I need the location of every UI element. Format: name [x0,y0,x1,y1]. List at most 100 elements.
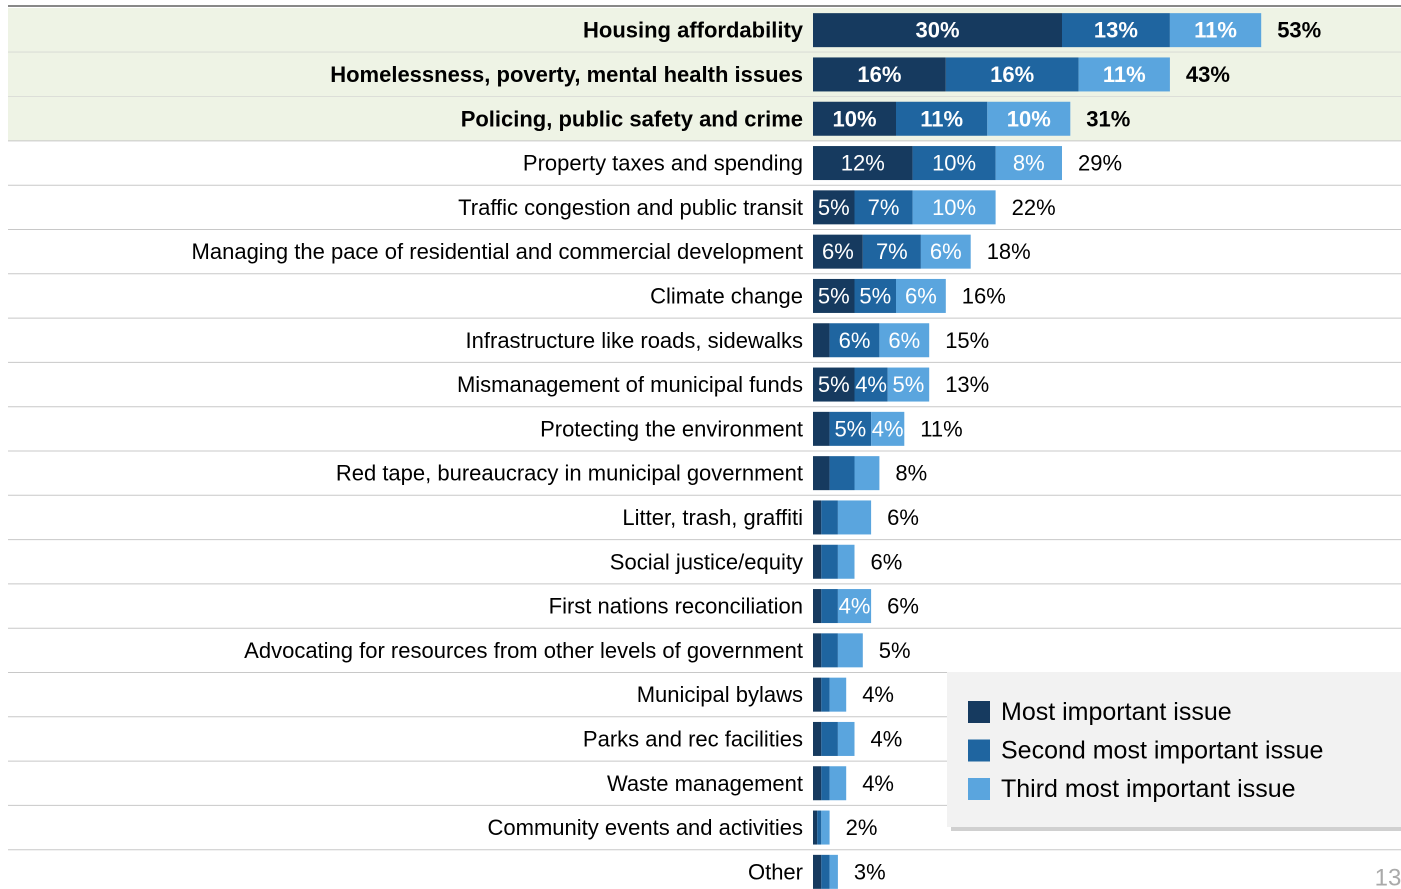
segment-label: 12% [841,151,885,176]
total-label: 5% [879,638,911,663]
bar-segment [837,633,863,668]
category-label: Municipal bylaws [637,682,803,707]
bar-segment [912,190,996,225]
category-label: Advocating for resources from other leve… [244,638,803,663]
bar-segment [871,411,905,446]
segment-label: 6% [839,328,871,353]
row-highlight [8,96,1401,141]
segment-label: 11% [1103,62,1146,87]
bar-segment [854,456,880,491]
segment-label: 10% [932,195,976,220]
bar-segment [813,190,855,225]
segment-label: 7% [876,239,908,264]
bar-segment [879,323,930,358]
category-label: Other [748,859,803,884]
segment-label: 7% [868,195,900,220]
category-label: Parks and rec facilities [583,726,803,751]
bar-segment [813,234,863,269]
bar-segment [821,810,830,845]
bar-segment [813,854,822,889]
category-label: Protecting the environment [540,416,803,441]
total-label: 2% [846,815,878,840]
bar-segment [829,766,847,801]
bar-segment [813,13,1062,48]
bar-segment [821,677,830,712]
bar-segment [854,190,913,225]
total-label: 29% [1078,151,1122,176]
legend-swatch [968,739,990,762]
total-label: 11% [920,416,962,441]
total-label: 6% [887,594,919,619]
total-label: 16% [962,283,1006,308]
segment-label: 30% [915,18,959,43]
bar-segment [829,323,880,358]
total-label: 22% [1012,195,1056,220]
bar-segment [837,544,855,579]
bar-segment [813,544,822,579]
bar-segment [813,367,855,402]
segment-label: 16% [857,62,901,87]
segment-label: 10% [932,151,976,176]
segment-label: 6% [822,239,854,264]
bar-segment [813,411,830,446]
bar-segment [813,278,855,313]
bar-segment [829,854,838,889]
category-label: Policing, public safety and crime [461,106,803,131]
bar-segment [1169,13,1262,48]
segment-label: 5% [859,283,891,308]
total-label: 8% [895,461,927,486]
segment-label: 16% [990,62,1034,87]
category-label: Mismanagement of municipal funds [457,372,803,397]
segment-label: 5% [834,416,866,441]
legend-label: Second most important issue [1001,737,1323,765]
bar-segment [813,721,822,756]
segment-label: 4% [855,372,887,397]
bar-segment [1062,13,1170,48]
category-label: Community events and activities [488,815,803,840]
bar-segment [862,234,921,269]
segment-label: 10% [1007,106,1051,131]
bar-segment [995,146,1062,181]
total-label: 4% [862,771,894,796]
segment-label: 6% [905,283,937,308]
bar-segment [813,146,913,181]
bar-segment [829,411,872,446]
bar-segment [829,677,847,712]
bar-segment [837,721,855,756]
total-label: 6% [871,549,903,574]
legend-box [947,672,1401,827]
segment-label: 8% [1013,151,1045,176]
bar-segment [829,456,855,491]
bar-segment [813,456,830,491]
segment-label: 4% [839,594,871,619]
bar-segment [813,677,822,712]
bar-segment [920,234,971,269]
legend-swatch [968,778,990,800]
total-label: 13% [945,372,989,397]
legend-label: Most important issue [1001,698,1232,726]
bar-segment [813,101,896,136]
total-label: 4% [871,726,903,751]
page-number: 13 [1375,865,1401,889]
category-label: Housing affordability [583,18,804,43]
category-label: Infrastructure like roads, sidewalks [466,328,803,353]
bar-segment [821,633,838,668]
segment-label: 4% [872,416,904,441]
bar-segment [813,57,946,92]
total-label: 3% [854,859,886,884]
bar-segment [854,278,896,313]
category-label: Litter, trash, graffiti [622,505,803,530]
legend-swatch [968,701,990,723]
bar-segment [837,500,872,535]
bar-segment [821,500,838,535]
bar-segment [813,500,822,535]
segment-label: 5% [893,372,925,397]
bar-segment [887,367,930,402]
category-label: Red tape, bureaucracy in municipal gover… [336,461,803,486]
legend-label: Third most important issue [1001,775,1296,803]
segment-label: 5% [818,283,850,308]
bar-segment [1078,57,1170,92]
bar-segment [813,766,822,801]
total-label: 6% [887,505,919,530]
